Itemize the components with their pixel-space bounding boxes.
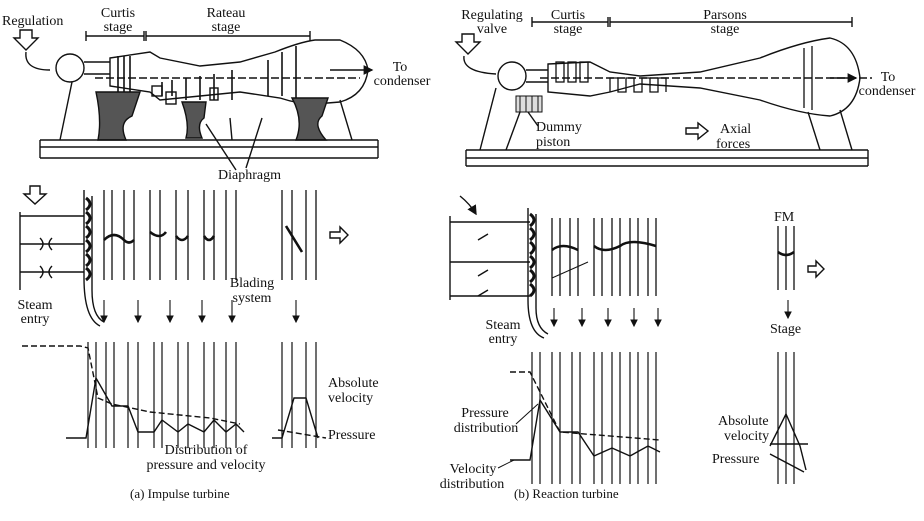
- blading-system-label-2: system: [232, 291, 272, 306]
- steam-entry-label-b2: entry: [488, 332, 518, 347]
- steam-entry-label-a2: entry: [20, 312, 50, 327]
- impulse-turbine-section: [12, 29, 379, 171]
- caption-impulse-turbine: (a) Impulse turbine: [130, 486, 230, 501]
- dummy-piston-label-2: piston: [536, 135, 571, 150]
- steam-inlet-arrow-icon: [12, 29, 40, 51]
- regulation-label: Regulation: [2, 14, 64, 29]
- blading-inlet-arrow-icon: [22, 185, 48, 205]
- impulse-blading-schematic: [19, 185, 349, 327]
- absolute-velocity-label-a1: Absolute: [328, 376, 379, 391]
- impulse-distribution-graph: [22, 342, 327, 448]
- axial-forces-label-1: Axial: [720, 122, 752, 137]
- parsons-stage-label-1: Parsons: [703, 8, 747, 23]
- regulating-valve-label-1: Regulating: [461, 8, 523, 23]
- to-condenser-label-b1: To: [880, 70, 896, 85]
- caption-reaction-turbine: (b) Reaction turbine: [514, 486, 619, 501]
- parsons-stage-label-2: stage: [710, 22, 740, 37]
- reaction-blading-schematic: [449, 195, 825, 339]
- absolute-velocity-label-b1: Absolute: [718, 414, 769, 429]
- velocity-distribution-label-2: distribution: [439, 477, 505, 492]
- curtis-stage-label-b2: stage: [553, 22, 583, 37]
- rateau-stage-label-2: stage: [211, 20, 241, 35]
- dummy-piston-label-1: Dummy: [536, 120, 582, 135]
- absolute-velocity-label-a2: velocity: [328, 391, 374, 406]
- axial-force-arrow-icon: [685, 121, 710, 141]
- to-condenser-label-a1: To: [392, 60, 408, 75]
- curtis-stage-label-b1: Curtis: [550, 8, 586, 23]
- rateau-stage-label-1: Rateau: [206, 6, 246, 21]
- pressure-distribution-label-2: distribution: [453, 421, 519, 436]
- steam-entry-label-a1: Steam: [17, 298, 53, 313]
- distribution-label-2: pressure and velocity: [146, 458, 266, 473]
- pressure-distribution-label-1: Pressure: [461, 406, 509, 421]
- stage-label: Stage: [770, 322, 802, 337]
- axial-forces-label-2: forces: [716, 137, 751, 152]
- absolute-velocity-label-b2: velocity: [724, 429, 770, 444]
- curtis-stage-label-a1: Curtis: [100, 6, 136, 21]
- regulating-valve-label-2: valve: [476, 22, 508, 37]
- impulse-flow-arrow-icon: [329, 225, 349, 245]
- steam-entry-label-b1: Steam: [485, 318, 521, 333]
- pressure-label-b: Pressure: [712, 452, 760, 467]
- curtis-stage-label-a2: stage: [103, 20, 133, 35]
- reaction-inlet-arrow-icon: [454, 33, 482, 55]
- diaphragm-label: Diaphragm: [218, 168, 281, 183]
- to-condenser-label-a2: condenser: [373, 74, 431, 89]
- reaction-distribution-graph: [497, 352, 808, 484]
- reaction-flow-arrow-icon: [807, 259, 825, 279]
- to-condenser-label-b2: condenser: [858, 84, 916, 99]
- pressure-label-a: Pressure: [328, 428, 376, 443]
- blading-system-label-1: Blading: [229, 276, 275, 291]
- reaction-turbine-section: [454, 17, 872, 167]
- fm-label: FM: [774, 210, 795, 225]
- velocity-distribution-label-1: Velocity: [449, 462, 497, 477]
- distribution-label-1: Distribution of: [164, 443, 248, 458]
